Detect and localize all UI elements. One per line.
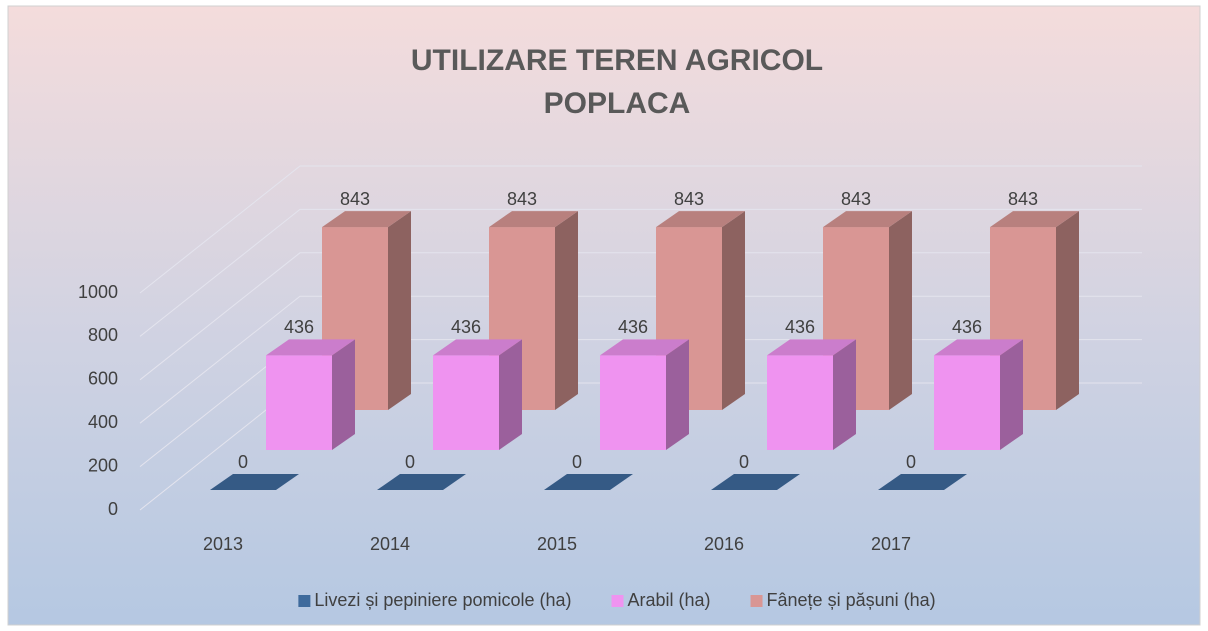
y-tick-label: 600 (88, 369, 118, 389)
bar-top (377, 474, 466, 490)
bar-side (889, 211, 912, 410)
bar (600, 339, 689, 450)
y-tick-label: 0 (108, 499, 118, 519)
bar-top (266, 339, 355, 356)
legend-swatch (611, 595, 624, 607)
x-tick-label: 2016 (704, 534, 744, 554)
y-tick-label: 200 (88, 455, 118, 475)
bar (934, 339, 1023, 450)
data-label: 0 (572, 452, 582, 472)
bar-front (934, 355, 1000, 450)
chart-title: POPLACA (544, 87, 691, 120)
bar (544, 474, 633, 490)
bar-front (600, 355, 666, 450)
data-label: 0 (739, 452, 749, 472)
bar-top (489, 211, 578, 228)
bar-side (332, 339, 355, 450)
bar-front (433, 355, 499, 450)
legend-swatch (750, 595, 763, 607)
chart-title: UTILIZARE TEREN AGRICOL (411, 44, 823, 77)
grid-line (139, 165, 1142, 294)
data-label: 0 (906, 452, 916, 472)
bar-side (1000, 339, 1023, 450)
data-label: 436 (451, 317, 481, 337)
bar-top (823, 211, 912, 228)
legend-label: Arabil (ha) (628, 590, 711, 610)
bar-top (990, 211, 1079, 228)
bar (210, 474, 299, 490)
bar (433, 339, 522, 450)
legend-label: Fânețe și pășuni (ha) (767, 590, 936, 610)
bar (266, 339, 355, 450)
bar-side (722, 211, 745, 410)
bar-side (499, 339, 522, 450)
data-label: 843 (674, 189, 704, 209)
bar-side (1056, 211, 1079, 410)
bar-side (833, 339, 856, 450)
bar-top (934, 339, 1023, 356)
bar-side (666, 339, 689, 450)
bar (711, 474, 800, 490)
bar-front (266, 355, 332, 450)
x-tick-label: 2015 (537, 534, 577, 554)
legend-label: Livezi și pepiniere pomicole (ha) (314, 590, 571, 610)
y-tick-label: 800 (88, 325, 118, 345)
bar-top (600, 339, 689, 356)
bar-top (544, 474, 633, 490)
bar-front (767, 355, 833, 450)
bar-side (555, 211, 578, 410)
bar-side (388, 211, 411, 410)
x-tick-label: 2013 (203, 534, 243, 554)
bar (767, 339, 856, 450)
y-tick-label: 400 (88, 412, 118, 432)
x-tick-label: 2014 (370, 534, 410, 554)
bar-top (210, 474, 299, 490)
bar (377, 474, 466, 490)
x-tick-label: 2017 (871, 534, 911, 554)
data-label: 843 (340, 189, 370, 209)
data-label: 436 (785, 317, 815, 337)
data-label: 0 (238, 452, 248, 472)
grid-line (139, 208, 1142, 337)
data-label: 436 (952, 317, 982, 337)
bar-top (656, 211, 745, 228)
data-label: 436 (284, 317, 314, 337)
data-label: 436 (618, 317, 648, 337)
bar-top (711, 474, 800, 490)
data-label: 843 (1008, 189, 1038, 209)
data-label: 0 (405, 452, 415, 472)
legend-swatch (298, 595, 311, 607)
bar-top (767, 339, 856, 356)
data-label: 843 (507, 189, 537, 209)
bar (878, 474, 967, 490)
bar-top (322, 211, 411, 228)
bar-top (433, 339, 522, 356)
bar-top (878, 474, 967, 490)
y-tick-label: 1000 (78, 282, 118, 302)
data-label: 843 (841, 189, 871, 209)
